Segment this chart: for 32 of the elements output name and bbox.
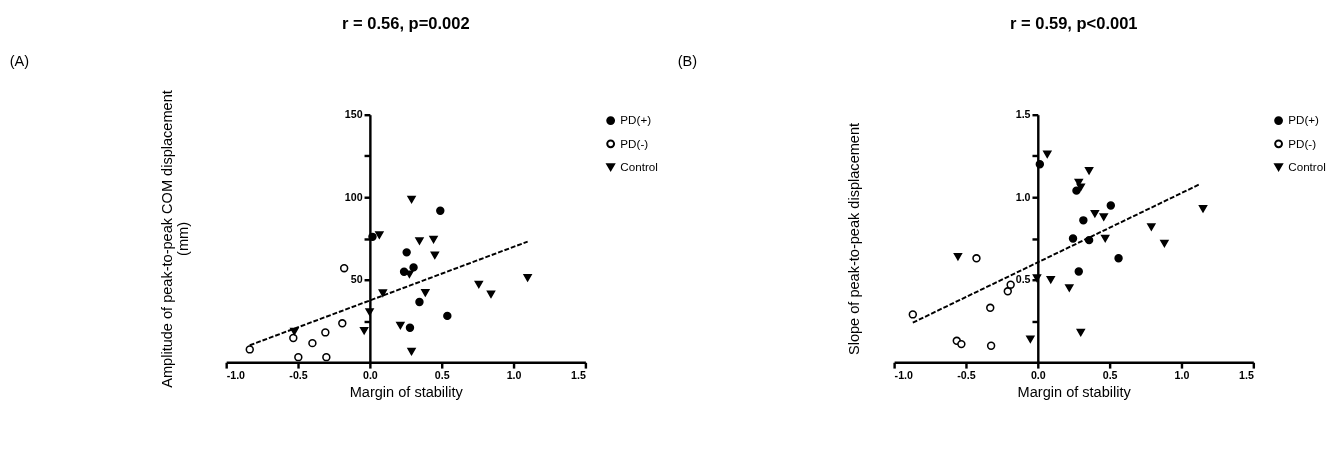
- y-tick-label: 50: [350, 273, 363, 286]
- x-tick-label: 0.5: [434, 369, 450, 382]
- legend-label: PD(-): [620, 136, 649, 150]
- x-tick-label: 1.5: [1238, 369, 1254, 382]
- x-tick-label: 1.5: [571, 369, 586, 382]
- x-tick-label: 0.0: [362, 369, 378, 382]
- y-axis-title: Slope of peak-to-peak displacement: [846, 122, 863, 356]
- legend-label: Control: [620, 160, 658, 174]
- x-axis-title: Margin of stability: [349, 383, 464, 400]
- legend-label: Control: [1288, 160, 1326, 174]
- text: (B): [677, 53, 698, 70]
- legend-label: PD(+): [1288, 113, 1320, 127]
- y-tick-label: 100: [344, 190, 363, 203]
- x-tick-label: 0.0: [1030, 369, 1046, 382]
- y-axis-title: Amplitude of peak-to-peak COM displacement (mm): [158, 90, 192, 388]
- x-tick-label: -1.0: [226, 369, 246, 382]
- legend-label: PD(-): [1288, 136, 1317, 150]
- x-tick-label: 0.5: [1102, 369, 1118, 382]
- x-axis-title: Margin of stability: [1017, 383, 1132, 400]
- x-tick-label: 1.0: [1174, 369, 1190, 382]
- y-tick-label: 0.5: [1015, 273, 1031, 286]
- y-tick-label: 1.5: [1015, 108, 1031, 121]
- legend-label: PD(+): [620, 113, 652, 127]
- chart-title: r = 0.59, p<0.001: [1009, 14, 1138, 33]
- x-tick-label: -0.5: [957, 369, 976, 382]
- x-tick-label: 1.0: [506, 369, 522, 382]
- text: (A): [9, 53, 30, 70]
- x-tick-label: -1.0: [894, 369, 914, 382]
- y-tick-label: 1.0: [1015, 190, 1031, 203]
- y-tick-label: 150: [344, 108, 363, 121]
- x-tick-label: -0.5: [289, 369, 308, 382]
- chart-title: r = 0.56, p=0.002: [342, 14, 470, 33]
